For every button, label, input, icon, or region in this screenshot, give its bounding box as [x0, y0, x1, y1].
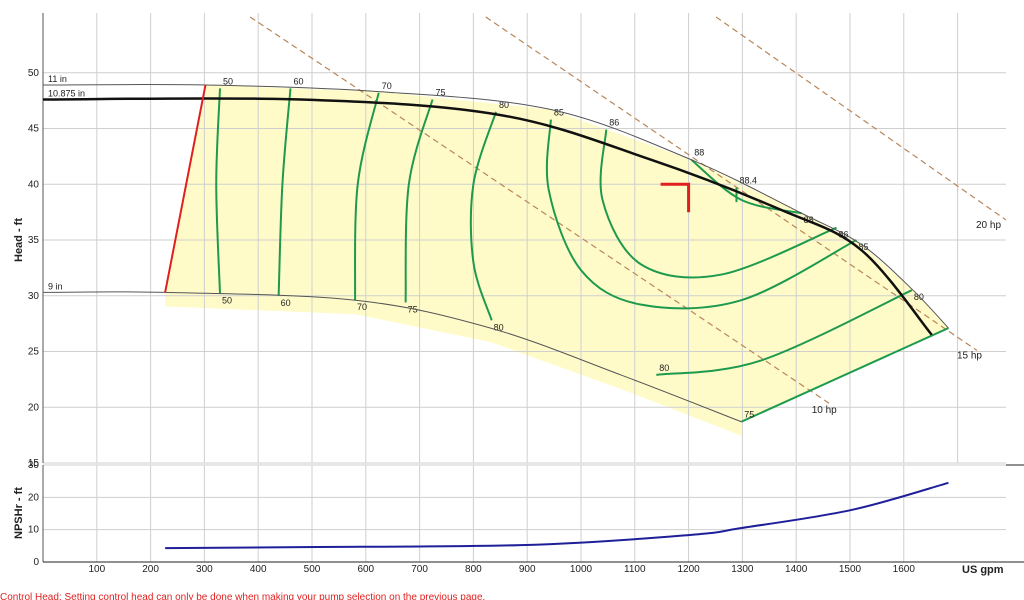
x-tick-label: 1200: [677, 564, 700, 575]
x-tick-label: 1600: [893, 564, 916, 575]
efficiency-label: 75: [408, 304, 418, 314]
efficiency-label: 86: [839, 230, 849, 240]
x-tick-label: 1300: [731, 564, 754, 575]
efficiency-contour: [469, 111, 497, 321]
efficiency-contour: [277, 88, 292, 296]
power-line: [249, 16, 833, 406]
npshr-curve: [165, 481, 949, 550]
power-label: 20 hp: [976, 220, 1001, 231]
min-flow-line: [164, 84, 207, 293]
y-axis-title: Head - ft: [13, 218, 25, 262]
efficiency-label: 86: [609, 118, 619, 128]
x-tick-label: 1400: [785, 564, 808, 575]
efficiency-label: 88: [694, 148, 704, 158]
y-tick-label: 20: [28, 402, 40, 413]
impeller-curve: [42, 84, 949, 329]
impeller-label: 11 in: [48, 74, 67, 84]
efficiency-label: 50: [223, 76, 233, 86]
efficiency-label: 88.4: [739, 176, 757, 186]
y-tick-label: 30: [28, 460, 40, 471]
efficiency-label: 80: [659, 363, 669, 373]
x-tick-label: 1100: [624, 564, 646, 575]
efficiency-contour: [545, 119, 857, 310]
efficiency-label: 50: [222, 296, 232, 306]
efficiency-label: 75: [436, 88, 446, 98]
impeller-curve: [42, 291, 742, 423]
x-tick-label: 300: [196, 564, 213, 575]
efficiency-label: 75: [744, 410, 754, 420]
efficiency-contour: [599, 129, 837, 279]
efficiency-contour: [656, 289, 913, 376]
efficiency-contour: [404, 99, 434, 303]
x-tick-label: 1500: [839, 564, 862, 575]
y-tick-label: 40: [28, 179, 40, 190]
impeller-label: 10.875 in: [48, 89, 85, 99]
efficiency-label: 85: [858, 242, 868, 252]
efficiency-label: 80: [499, 100, 509, 110]
x-axis-title: US gpm: [962, 564, 1004, 576]
y-tick-label: 35: [28, 235, 40, 246]
efficiency-label: 60: [293, 76, 303, 86]
y-tick-label: 15: [28, 458, 40, 469]
efficiency-contour: [740, 327, 949, 423]
y-tick-label: 45: [28, 124, 40, 135]
y-tick-label: 0: [33, 557, 39, 568]
x-tick-label: 200: [142, 564, 159, 575]
impeller-label: 9 in: [48, 281, 63, 291]
x-tick-label: 700: [411, 564, 428, 575]
footer-note: Control Head: Setting control head can o…: [0, 592, 485, 600]
duty-point: [660, 182, 691, 213]
power-line: [485, 16, 978, 351]
power-label: 15 hp: [957, 350, 982, 361]
efficiency-label: 85: [554, 108, 564, 118]
y-tick-label: 10: [28, 525, 40, 536]
y-tick-label: 30: [28, 291, 40, 302]
y-tick-label: 25: [28, 347, 40, 358]
operating-region: [165, 85, 949, 422]
x-tick-label: 800: [465, 564, 482, 575]
x-tick-label: 600: [357, 564, 374, 575]
region-lower: [165, 292, 742, 436]
efficiency-label: 80: [494, 322, 504, 332]
efficiency-label: 60: [281, 298, 291, 308]
efficiency-label: 70: [382, 81, 392, 91]
x-tick-label: 400: [250, 564, 267, 575]
x-tick-label: 500: [304, 564, 321, 575]
efficiency-label: 70: [357, 302, 367, 312]
efficiency-contour: [215, 88, 221, 294]
x-tick-label: 100: [88, 564, 105, 575]
power-label: 10 hp: [812, 405, 837, 416]
power-line: [715, 16, 1007, 221]
y-tick-label: 20: [28, 492, 40, 503]
efficiency-contour: [354, 92, 380, 301]
x-tick-label: 1000: [570, 564, 593, 575]
impeller-curve: [42, 97, 933, 336]
y-axis-title: NPSHr - ft: [13, 487, 25, 539]
y-tick-label: 50: [28, 68, 40, 79]
efficiency-label: 80: [914, 292, 924, 302]
x-tick-label: 900: [519, 564, 536, 575]
